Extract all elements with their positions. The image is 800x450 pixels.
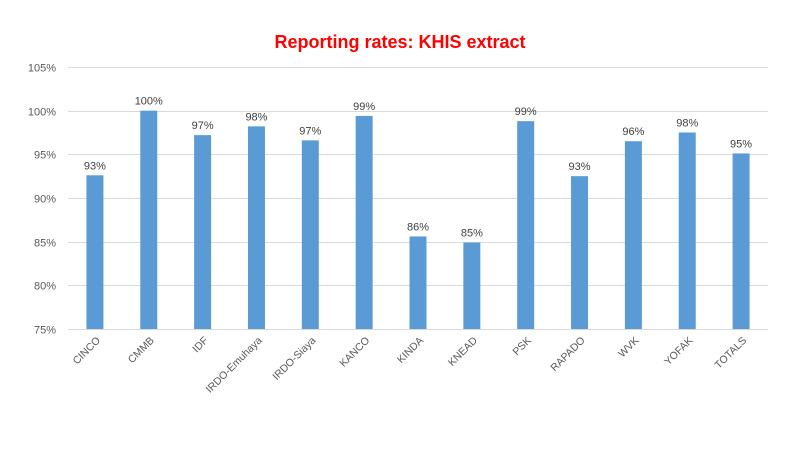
x-tick-label: KINDA — [395, 335, 426, 366]
bar — [571, 176, 589, 329]
x-tick-label: KNEAD — [446, 334, 480, 368]
bar — [517, 121, 535, 329]
x-tick-label: IRDO-Emuhaya — [204, 335, 265, 396]
bar — [678, 132, 696, 329]
data-label: 93% — [84, 160, 106, 172]
x-tick-label: CMMB — [126, 335, 157, 366]
bar — [86, 175, 104, 329]
y-tick-label: 100% — [28, 107, 56, 119]
y-tick-label: 90% — [34, 194, 56, 206]
chart-title: Reporting rates: KHIS extract — [274, 32, 526, 52]
data-label: 93% — [569, 161, 591, 173]
y-tick-label: 80% — [34, 281, 56, 293]
data-label: 100% — [135, 96, 163, 108]
x-tick-label: IDF — [190, 335, 210, 355]
y-tick-label: 105% — [28, 63, 56, 75]
bar — [194, 135, 212, 329]
x-tick-label: CINCO — [71, 335, 103, 367]
bar — [301, 140, 319, 329]
data-label: 85% — [461, 228, 483, 240]
x-tick-label: WVK — [616, 335, 641, 360]
bar — [732, 153, 750, 329]
data-label: 97% — [299, 125, 321, 137]
bar — [140, 110, 158, 330]
bar — [463, 242, 481, 329]
data-label: 98% — [676, 118, 698, 130]
data-label: 98% — [245, 111, 267, 123]
data-label: 97% — [192, 120, 214, 132]
x-tick-label: YOFAK — [662, 335, 695, 368]
data-label: 95% — [730, 138, 752, 150]
x-tick-label: TOTALS — [713, 335, 750, 372]
x-tick-label: RAPADO — [548, 335, 587, 374]
bar — [355, 115, 373, 329]
data-label: 86% — [407, 221, 429, 233]
bar — [247, 126, 265, 330]
x-tick-label: IRDO-Siaya — [270, 335, 318, 383]
data-labels: 93% 100% 97% 98% 97% 99% 86% 85% 99% 93% 96% 98% 95% — [84, 96, 752, 240]
y-axis-tick-labels: 75% 80% 85% 90% 95% 100% 105% — [28, 63, 56, 337]
data-label: 96% — [622, 126, 644, 138]
y-tick-label: 95% — [34, 150, 56, 162]
bar — [409, 236, 427, 329]
y-tick-label: 85% — [34, 238, 56, 250]
y-tick-label: 75% — [34, 325, 56, 337]
data-label: 99% — [515, 106, 537, 118]
x-tick-label: KANCO — [337, 335, 372, 370]
x-tick-label: PSK — [510, 335, 533, 358]
bars — [86, 110, 750, 330]
bar — [624, 141, 642, 329]
data-label: 99% — [353, 101, 375, 113]
